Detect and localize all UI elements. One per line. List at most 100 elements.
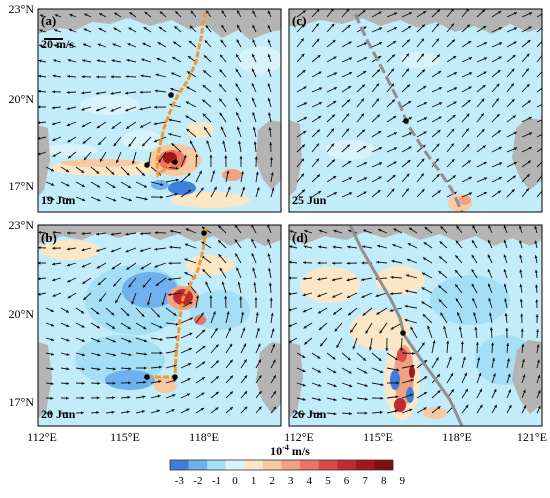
x-axis-labels-right: 112°E 115°E 118°E 121°E xyxy=(284,430,547,444)
wind-arrow-head xyxy=(364,411,368,415)
wind-arrow-head xyxy=(409,408,413,412)
wind-arrow-head xyxy=(141,172,145,176)
wind-arrow-head xyxy=(364,383,368,387)
wind-arrow-head xyxy=(251,83,255,87)
wind-arrow-head xyxy=(66,381,70,385)
wind-arrow-head xyxy=(333,370,337,373)
wind-arrow-head xyxy=(132,161,135,165)
wind-arrow-head xyxy=(511,189,515,193)
wind-arrow-head xyxy=(241,311,244,315)
wind-arrow-head xyxy=(519,284,523,288)
wind-arrow-head xyxy=(408,117,412,120)
wind-arrow-head xyxy=(438,271,442,274)
wind-arrow-head xyxy=(391,54,395,58)
wind-arrow-head xyxy=(496,83,500,87)
wind-arrow-head xyxy=(267,97,271,101)
wind-arrow-head xyxy=(252,54,255,58)
wind-arrow-head xyxy=(200,408,204,411)
wind-arrow-head xyxy=(242,327,246,331)
wind-vectors xyxy=(289,225,541,416)
wind-arrow-head xyxy=(272,344,275,348)
wind-arrow-head xyxy=(528,12,533,16)
wind-arrow-head xyxy=(503,283,507,287)
panel-b: (b) 20 Jun xyxy=(37,224,282,427)
wind-arrow-head xyxy=(38,59,42,63)
wind-arrow-head xyxy=(95,91,99,95)
wind-arrow-head xyxy=(439,241,443,245)
wind-arrow-head xyxy=(436,23,439,27)
wind-arrow-head xyxy=(50,382,54,386)
wind-arrow-head xyxy=(474,326,478,330)
wind-arrow-head xyxy=(175,166,179,170)
wind-arrow-head xyxy=(399,348,403,351)
wind-arrow-head xyxy=(472,225,476,229)
wind-arrow xyxy=(536,190,542,198)
wind-arrow-head xyxy=(303,86,307,90)
wind-arrow-head xyxy=(378,176,382,180)
wind-arrow-head xyxy=(378,56,382,59)
wind-arrow-head xyxy=(187,56,192,59)
wind-arrow-head xyxy=(471,254,475,258)
wind-arrow-head xyxy=(115,300,119,304)
colorbar-cell xyxy=(225,460,245,470)
wind-arrow-head xyxy=(318,398,322,401)
wind-arrow-head xyxy=(406,84,410,88)
x-tick-label: 112°E xyxy=(284,430,314,444)
wind-arrow-head xyxy=(96,325,100,329)
wind-arrow-head xyxy=(471,269,475,273)
wind-arrow-head xyxy=(487,269,491,273)
wind-arrow-head xyxy=(81,339,85,342)
wind-arrow-head xyxy=(348,177,352,180)
wind-arrow-head xyxy=(409,393,413,397)
wind-arrow-head xyxy=(200,187,204,191)
wind-arrow-head xyxy=(139,107,143,111)
wind-arrow-head xyxy=(421,158,425,162)
wind-arrow-head xyxy=(333,229,337,233)
wind-arrow-head xyxy=(465,404,469,408)
wind-arrow-head xyxy=(331,23,335,27)
wind-arrow-head xyxy=(498,177,502,180)
wind-arrow-head xyxy=(421,189,425,193)
wind-arrow-head xyxy=(440,312,444,316)
wind-arrow-head xyxy=(347,25,351,28)
wind-arrow-head xyxy=(52,74,56,78)
wind-arrow-head xyxy=(81,248,85,252)
wind-arrow-head xyxy=(378,147,382,150)
wind-arrow-head xyxy=(348,229,352,233)
wind-arrow-head xyxy=(38,105,41,109)
wind-arrow-head xyxy=(348,86,352,89)
wind-arrow-head xyxy=(202,99,206,103)
wind-arrow-head xyxy=(235,68,239,72)
wind-arrow-head xyxy=(420,173,424,177)
wind-arrow-head xyxy=(50,168,54,172)
wind-arrow-head xyxy=(51,182,55,186)
wind-arrow-head xyxy=(394,357,398,360)
wind-arrow-head xyxy=(423,131,427,135)
wind-arrow-head xyxy=(215,376,219,380)
wind-arrow-head xyxy=(301,189,305,193)
wind-arrow-head xyxy=(334,328,338,332)
colorbar-cell xyxy=(300,460,319,470)
wind-arrow-head xyxy=(493,389,497,393)
wind-arrow-head xyxy=(98,142,102,146)
wind-arrow-head xyxy=(222,140,226,144)
wind-arrow-head xyxy=(452,115,456,118)
wind-arrow-head xyxy=(423,242,427,246)
wind-arrow-head xyxy=(83,43,87,47)
wind-arrow-head xyxy=(332,356,336,360)
wind-arrow-head xyxy=(83,28,87,32)
wind-arrow-head xyxy=(168,132,172,136)
wind-arrow-head xyxy=(201,226,205,230)
wind-arrow-head xyxy=(125,108,129,112)
wind-arrow-head xyxy=(331,278,335,282)
wind-arrow-head xyxy=(201,241,205,245)
wind-arrow-head xyxy=(363,146,367,149)
wind-arrow-head xyxy=(206,10,210,14)
colorbar-cell xyxy=(244,460,264,470)
wind-arrow-head xyxy=(472,298,476,302)
wind-arrow-head xyxy=(504,313,508,317)
wind-arrow-head xyxy=(209,154,213,158)
y-tick-label: 17°N xyxy=(9,179,35,193)
wind-arrow-head xyxy=(174,192,178,196)
